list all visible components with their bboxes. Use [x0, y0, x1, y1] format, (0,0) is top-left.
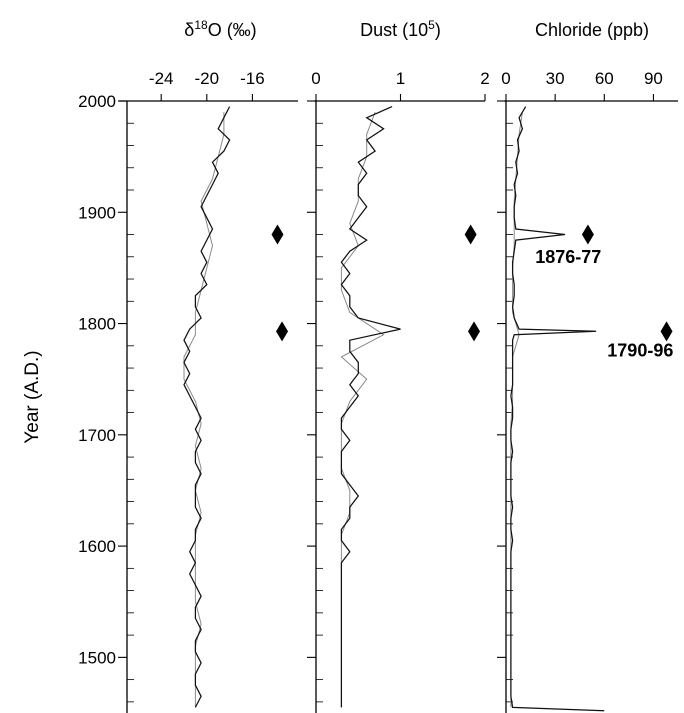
panel-d18o-title: δ18O (‰)	[184, 18, 256, 40]
panel-d18o-x-tick-label-1: -20	[195, 69, 220, 88]
panel-chloride: 0 30 60 90 Chloride (ppb)	[497, 20, 678, 713]
panel-dust: 0 1 2 Dust (105)	[307, 18, 490, 713]
y-tick-label-1700: 1700	[78, 426, 116, 445]
panel-chloride-x-tick-label-2: 60	[595, 69, 614, 88]
y-tick-label-1800: 1800	[78, 315, 116, 334]
event-label-1880: 1876-77	[535, 247, 601, 267]
diamond-marker-dust-1880	[464, 224, 477, 245]
panel-chloride-x-tick-label-3: 90	[644, 69, 663, 88]
panel-dust-x-tick-label-0: 0	[311, 69, 320, 88]
diamond-marker-dust-1793	[468, 321, 481, 342]
panel-dust-title: Dust (105)	[360, 18, 441, 40]
diamond-marker-chloride-1793	[660, 321, 673, 342]
panel-chloride-x-tick-label-1: 30	[546, 69, 565, 88]
panel-dust-series-dark	[340, 106, 401, 708]
panel-dust-x-tick-label-1: 1	[396, 69, 405, 88]
event-label-1793: 1790-96	[607, 340, 673, 360]
panel-d18o: -24 -20 -16 δ18O (‰)	[118, 18, 298, 713]
panel-d18o-x-tick-label-2: -16	[240, 69, 265, 88]
y-tick-label-1900: 1900	[78, 203, 116, 222]
panel-dust-x-tick-label-2: 2	[480, 69, 489, 88]
panel-d18o-series-dark	[183, 106, 231, 708]
panel-chloride-series-dark	[510, 106, 605, 712]
panel-d18o-x-tick-label-0: -24	[149, 69, 174, 88]
panel-chloride-title: Chloride (ppb)	[535, 20, 649, 40]
diamond-marker-chloride-1880	[581, 224, 594, 245]
y-tick-label-1500: 1500	[78, 648, 116, 667]
diamond-marker-d18o-1880	[271, 224, 284, 245]
diamond-marker-d18o-1793	[276, 321, 289, 342]
y-tick-label-2000: 2000	[78, 92, 116, 111]
y-axis-label: Year (A.D.)	[22, 350, 43, 443]
panel-chloride-x-tick-label-0: 0	[501, 69, 510, 88]
y-tick-label-1600: 1600	[78, 537, 116, 556]
